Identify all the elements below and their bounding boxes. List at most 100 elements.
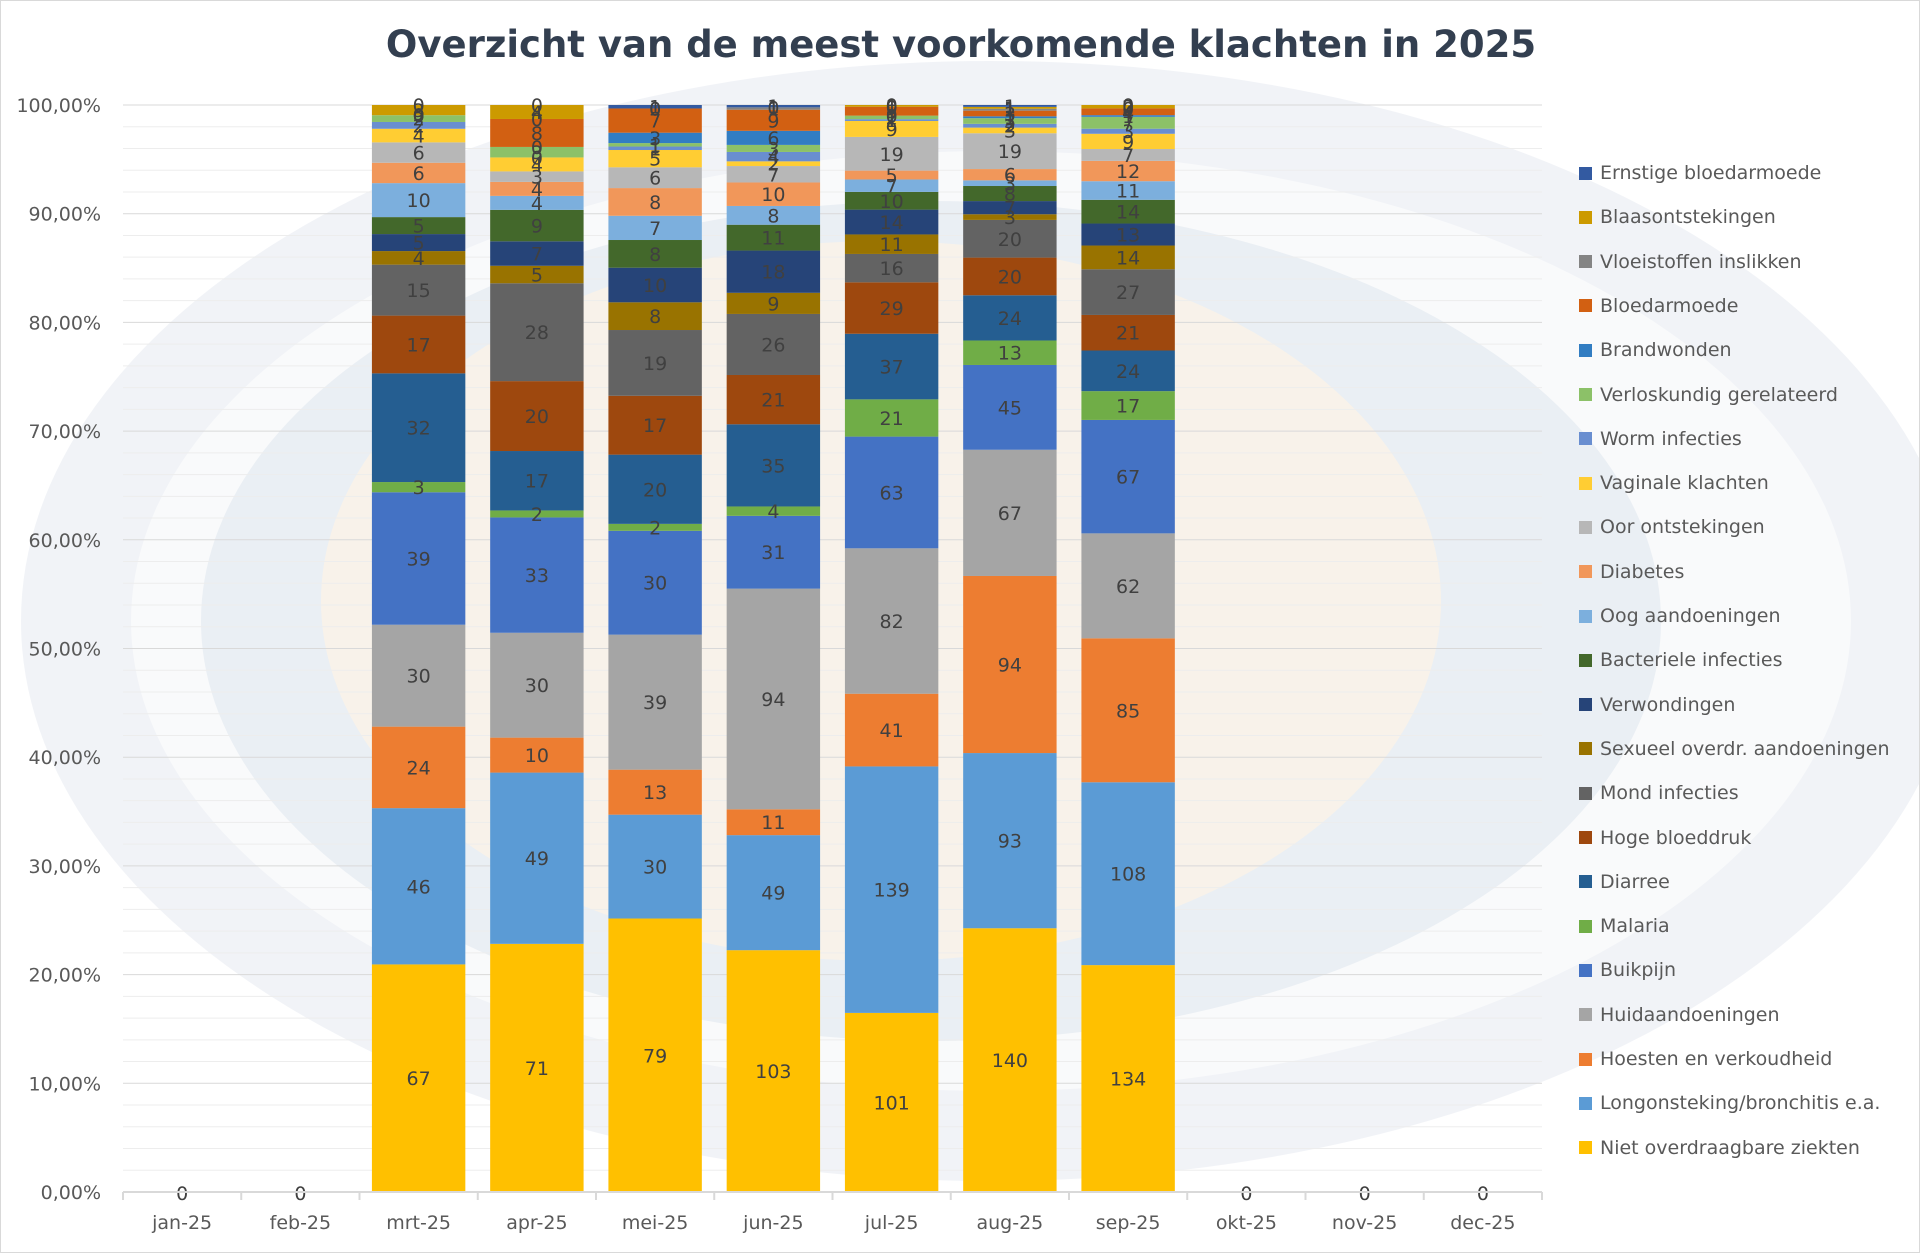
bar-segment [726, 205, 821, 225]
data-label: 4 [413, 248, 425, 270]
bar-segment [490, 510, 584, 518]
data-label: 1 [649, 138, 661, 160]
bar-segment [726, 313, 821, 375]
data-label: 4 [531, 179, 543, 201]
x-tick-label: aug-25 [976, 1212, 1043, 1234]
data-label-zero: 0 [294, 1183, 306, 1205]
data-label: 21 [761, 390, 785, 412]
data-label: 4 [531, 154, 543, 176]
legend-item: Sexueel overdr. aandoeningen [1579, 737, 1890, 761]
x-tick-label: jul-25 [864, 1212, 919, 1234]
bar-segment [844, 105, 939, 107]
data-label: 5 [649, 149, 661, 171]
y-tick-label: 0,00% [41, 1182, 101, 1204]
legend-swatch [1579, 653, 1592, 667]
bar-segment [490, 181, 584, 196]
data-label: 19 [880, 144, 904, 166]
data-label: 5 [886, 101, 898, 123]
data-label: 45 [998, 397, 1022, 419]
bar-segment [490, 209, 584, 242]
bar-segment [844, 119, 939, 121]
bar-segment [963, 201, 1057, 215]
bar-segment [726, 224, 821, 251]
bar-segment [963, 123, 1057, 128]
bar-segment [844, 399, 939, 437]
bar-segment [844, 436, 939, 549]
bar-segment [963, 180, 1057, 187]
data-label: 1 [649, 135, 661, 157]
bar-segment [490, 195, 584, 210]
bar-segment [608, 918, 702, 1192]
data-label: 85 [1116, 700, 1140, 722]
legend-item: Longonsteking/bronchitis e.a. [1579, 1091, 1880, 1115]
bar-segment [1081, 105, 1175, 109]
x-tick-label: dec-25 [1450, 1212, 1515, 1234]
data-label: 3 [1004, 173, 1016, 195]
x-tick-label: jun-25 [742, 1212, 803, 1234]
y-tick-label: 40,00% [29, 747, 101, 769]
bar-segment [1081, 199, 1175, 224]
bar-segment [490, 283, 584, 382]
bar-segment [608, 188, 702, 216]
data-label: 4 [1122, 102, 1134, 124]
bar-segment [726, 950, 821, 1192]
x-tick-label: apr-25 [506, 1212, 567, 1234]
data-label: 0 [531, 95, 543, 117]
legend-label: Bacteriele infecties [1600, 649, 1783, 672]
data-label: 3 [531, 167, 543, 189]
bar-segment [844, 253, 939, 283]
data-label: 49 [761, 883, 785, 905]
y-tick-label: 60,00% [29, 530, 101, 552]
data-label: 6 [413, 163, 425, 185]
bar-segment [490, 632, 584, 738]
data-label: 67 [407, 1068, 431, 1090]
legend-item: Worm infecties [1579, 427, 1742, 451]
data-label: 3 [1004, 120, 1016, 142]
bar-segment [726, 250, 821, 293]
data-label: 20 [643, 479, 667, 501]
legend-item: Diarree [1579, 870, 1670, 894]
bar-segment [963, 169, 1057, 181]
bar-segment [726, 506, 821, 516]
bar-segment [1081, 116, 1175, 129]
data-label: 29 [880, 298, 904, 320]
data-label: 37 [880, 357, 904, 379]
legend-item: Oor ontstekingen [1579, 515, 1765, 539]
data-label: 4 [531, 102, 543, 124]
bar-segment [371, 808, 466, 965]
legend-label: Huidaandoeningen [1600, 1003, 1780, 1026]
data-label: 7 [886, 176, 898, 198]
bar-segment [371, 217, 466, 235]
bar-segment [371, 726, 466, 809]
bar-segment [371, 105, 466, 116]
data-label: 1 [1004, 100, 1016, 122]
data-label: 0 [531, 147, 543, 169]
bar-segment [490, 772, 584, 944]
data-label: 31 [761, 542, 785, 564]
bar-segment [608, 634, 702, 770]
bar-segment [844, 766, 939, 1013]
bar-segment [608, 302, 702, 331]
data-label: 0 [649, 98, 661, 120]
data-label: 11 [761, 228, 785, 250]
legend-swatch [1579, 831, 1592, 844]
data-label: 2 [767, 154, 779, 176]
data-label: 7 [649, 218, 661, 240]
x-tick-label: okt-25 [1216, 1212, 1277, 1234]
bar-segment [963, 575, 1057, 754]
bar-segment [963, 219, 1057, 258]
bar-segment [608, 454, 702, 524]
legend-swatch [1579, 919, 1592, 933]
data-label: 7 [1122, 113, 1134, 135]
data-label: 103 [755, 1061, 791, 1083]
bar-segment [963, 118, 1057, 124]
legend-swatch [1579, 520, 1592, 534]
bar-segment [1081, 245, 1175, 270]
legend-label: Buikpijn [1600, 959, 1677, 982]
legend-label: Vaginale klachten [1600, 472, 1769, 495]
legend-swatch [1579, 1096, 1592, 1110]
data-label: 9 [767, 293, 779, 315]
data-label: 0 [767, 97, 779, 119]
legend-label: Diarree [1600, 870, 1670, 893]
data-label: 19 [998, 141, 1022, 163]
